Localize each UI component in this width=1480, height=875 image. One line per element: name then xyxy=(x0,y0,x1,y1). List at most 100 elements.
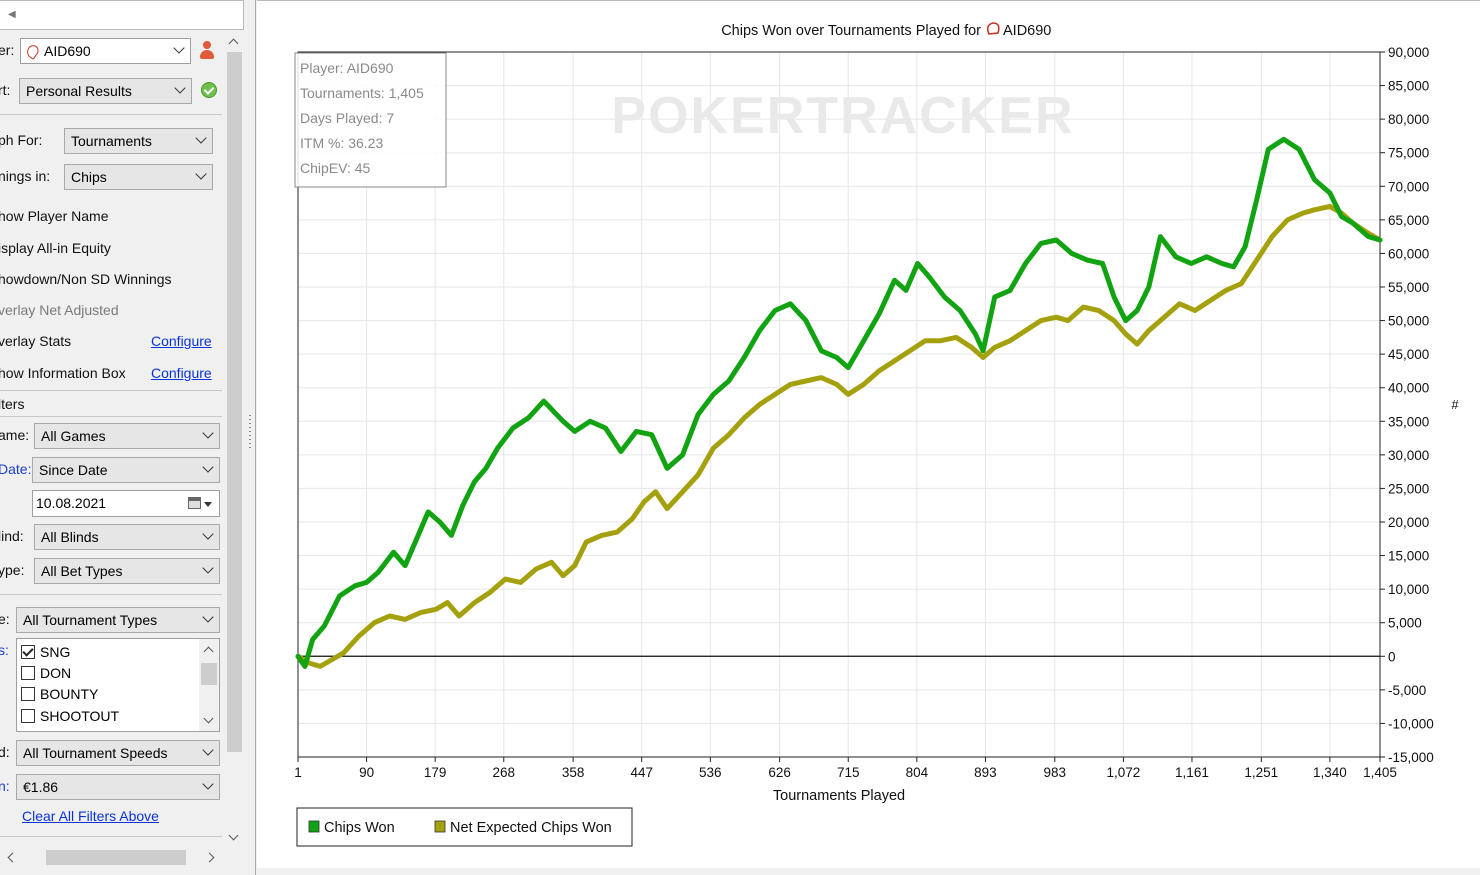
bet-type-select[interactable]: All Bet Types xyxy=(34,558,220,584)
blind-select[interactable]: All Blinds xyxy=(34,524,220,550)
panel-horizontal-scrollbar[interactable] xyxy=(0,846,224,868)
game-label: ame: xyxy=(0,427,30,443)
scroll-down-icon[interactable] xyxy=(228,830,239,841)
type-item-shootout[interactable]: SHOOTOUT xyxy=(21,706,119,726)
panel-vertical-scrollbar[interactable] xyxy=(224,32,244,852)
type-item-label: DON xyxy=(40,665,72,681)
x-tick-label: 536 xyxy=(699,765,722,780)
checkbox[interactable] xyxy=(21,666,35,680)
buyin-select[interactable]: €1.86 xyxy=(16,774,220,800)
graph-for-value: Tournaments xyxy=(71,133,152,149)
scroll-down-icon[interactable] xyxy=(203,713,214,724)
calendar-icon[interactable] xyxy=(188,497,201,509)
divider xyxy=(0,836,222,837)
y-tick-label: 90,000 xyxy=(1388,45,1429,60)
configure-overlay-stats-link[interactable]: Configure xyxy=(151,333,212,349)
buyin-value: €1.86 xyxy=(23,779,59,795)
option-display-allin-equity[interactable]: isplay All-in Equity xyxy=(0,240,111,256)
info-box-line: ITM %: 36.23 xyxy=(300,135,383,151)
tournament-type-select[interactable]: All Tournament Types xyxy=(16,607,220,633)
watermark: POKERTRACKER xyxy=(611,87,1074,145)
since-date-input[interactable]: 10.08.2021 xyxy=(32,490,220,517)
y-axis-label: # xyxy=(1451,397,1459,412)
bet-type-value: All Bet Types xyxy=(41,563,123,579)
player-select-value: AID690 xyxy=(44,43,91,59)
y-tick-label: -5,000 xyxy=(1388,683,1426,698)
player-avatar-icon[interactable] xyxy=(198,40,216,62)
scroll-right-icon[interactable] xyxy=(204,852,215,863)
chevron-down-icon xyxy=(195,168,207,180)
winnings-in-value: Chips xyxy=(71,169,107,185)
y-tick-label: 45,000 xyxy=(1388,347,1429,362)
option-overlay-stats[interactable]: verlay Stats xyxy=(0,333,72,349)
panel-splitter[interactable] xyxy=(246,0,256,875)
x-tick-label: 447 xyxy=(630,765,653,780)
tournament-speed-value: All Tournament Speeds xyxy=(23,745,168,761)
checkbox[interactable] xyxy=(21,709,35,723)
date-range-select[interactable]: Since Date xyxy=(32,457,220,483)
tournament-types-list[interactable]: SNG DON BOUNTY SHOOTOUT xyxy=(16,638,220,732)
y-tick-label: 20,000 xyxy=(1388,515,1429,530)
option-show-player-name[interactable]: how Player Name xyxy=(0,208,109,224)
since-date-value: 10.08.2021 xyxy=(36,495,107,511)
status-strip xyxy=(257,868,1480,875)
chevron-down-icon xyxy=(202,427,214,439)
x-tick-label: 1,161 xyxy=(1175,765,1209,780)
graph-for-label: ph For: xyxy=(0,132,43,148)
clear-filters-link[interactable]: Clear All Filters Above xyxy=(22,808,159,824)
y-tick-label: 30,000 xyxy=(1388,448,1429,463)
tournament-speed-select[interactable]: All Tournament Speeds xyxy=(16,740,220,766)
caret-left-icon[interactable]: ◀ xyxy=(8,9,16,20)
y-tick-label: 10,000 xyxy=(1388,582,1429,597)
bet-type-label: ype: xyxy=(0,562,25,578)
chevron-down-icon xyxy=(202,562,214,574)
scroll-thumb[interactable] xyxy=(227,52,242,752)
option-show-info-box[interactable]: how Information Box xyxy=(0,365,126,381)
chevron-down-icon xyxy=(174,82,186,94)
report-select[interactable]: Personal Results xyxy=(19,78,192,104)
x-tick-label: 358 xyxy=(562,765,585,780)
option-overlay-net-adjusted[interactable]: verlay Net Adjusted xyxy=(0,302,119,318)
scroll-up-icon[interactable] xyxy=(228,38,239,49)
game-select[interactable]: All Games xyxy=(34,423,220,449)
option-showdown-winnings[interactable]: howdown/Non SD Winnings xyxy=(0,271,172,287)
legend-label: Chips Won xyxy=(324,820,395,836)
x-tick-label: 1,072 xyxy=(1106,765,1140,780)
winnings-in-select[interactable]: Chips xyxy=(64,164,213,190)
chevron-down-icon xyxy=(173,42,185,54)
configure-info-box-link[interactable]: Configure xyxy=(151,365,212,381)
tournament-type-value: All Tournament Types xyxy=(23,612,158,628)
legend-swatch xyxy=(308,820,320,833)
type-item-label: BOUNTY xyxy=(40,686,99,702)
info-box-line: Player: AID690 xyxy=(300,60,394,76)
y-tick-label: 85,000 xyxy=(1388,79,1429,94)
chevron-down-icon xyxy=(202,461,214,473)
player-label: er: xyxy=(0,42,15,58)
x-tick-label: 983 xyxy=(1044,765,1067,780)
scroll-thumb[interactable] xyxy=(201,663,217,685)
divider xyxy=(0,416,222,417)
status-ok-icon xyxy=(201,82,217,98)
scroll-up-icon[interactable] xyxy=(203,646,214,657)
report-label: rt: xyxy=(0,82,11,98)
player-logo-icon xyxy=(986,22,1000,35)
divider xyxy=(0,594,222,595)
splitter-grip-icon[interactable] xyxy=(249,415,251,449)
type-item-sng[interactable]: SNG xyxy=(21,642,70,662)
scroll-thumb[interactable] xyxy=(46,850,186,865)
type-item-bounty[interactable]: BOUNTY xyxy=(21,684,98,704)
x-tick-label: 179 xyxy=(424,765,447,780)
types-list-scrollbar[interactable] xyxy=(199,639,219,731)
collapsed-header-strip[interactable]: ◀ xyxy=(0,0,244,30)
player-select[interactable]: AID690 xyxy=(20,38,191,64)
x-tick-label: 893 xyxy=(974,765,997,780)
scroll-left-icon[interactable] xyxy=(7,852,18,863)
type-item-don[interactable]: DON xyxy=(21,663,71,683)
graph-for-select[interactable]: Tournaments xyxy=(64,128,213,154)
checkbox[interactable] xyxy=(21,645,35,659)
chevron-down-icon xyxy=(202,744,214,756)
checkbox[interactable] xyxy=(21,687,35,701)
dropdown-arrow-icon[interactable] xyxy=(204,502,212,507)
x-tick-label: 90 xyxy=(359,765,374,780)
y-tick-label: 55,000 xyxy=(1388,280,1429,295)
